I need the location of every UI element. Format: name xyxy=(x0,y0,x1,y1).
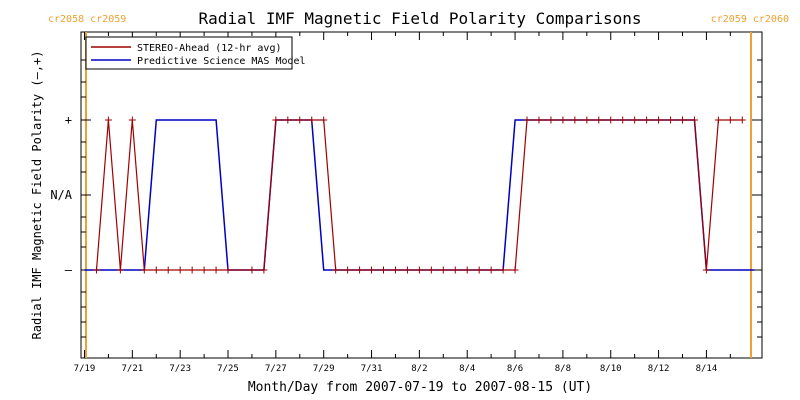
stereo-point xyxy=(571,116,579,124)
stereo-point xyxy=(463,266,471,274)
stereo-point xyxy=(320,116,328,124)
stereo-point xyxy=(380,266,387,274)
stereo-point xyxy=(427,266,435,274)
y-tick-label: – xyxy=(65,263,73,277)
stereo-point xyxy=(104,116,112,124)
x-tick-label: 8/2 xyxy=(411,364,427,374)
y-tick-label: N/A xyxy=(50,188,72,202)
stereo-point xyxy=(140,266,148,274)
x-tick-label: 8/6 xyxy=(507,364,523,374)
stereo-point xyxy=(523,116,531,124)
stereo-point xyxy=(643,116,651,124)
carrington-label-right: cr2059 cr2060 xyxy=(711,14,789,25)
stereo-point xyxy=(679,116,686,124)
stereo-point xyxy=(547,116,555,124)
y-axis-ticks: – N/A + xyxy=(50,59,762,338)
x-axis-ticks: 7/19 7/21 7/23 7/25 7/27 7/29 7/31 8/2 8/4 8/6 8/8… xyxy=(74,32,731,374)
x-tick-label: 8/12 xyxy=(648,364,670,374)
stereo-point xyxy=(475,266,483,274)
stereo-point xyxy=(607,116,615,124)
stereo-point xyxy=(296,116,304,124)
stereo-point xyxy=(667,116,675,124)
stereo-point xyxy=(403,266,411,274)
stereo-point xyxy=(368,266,376,274)
stereo-point xyxy=(511,266,519,274)
legend-label-stereo: STEREO-Ahead (12-hr avg) xyxy=(137,43,282,54)
stereo-point xyxy=(272,116,280,124)
stereo-point xyxy=(714,116,722,124)
x-tick-label: 7/23 xyxy=(169,364,191,374)
x-tick-label: 8/14 xyxy=(696,364,718,374)
y-tick-label: + xyxy=(65,113,72,127)
stereo-point xyxy=(631,116,639,124)
x-tick-label: 8/8 xyxy=(555,364,571,374)
stereo-point xyxy=(128,116,136,124)
x-tick-label: 7/31 xyxy=(361,364,383,374)
y-axis-label: Radial IMF Magnetic Field Polarity (–,+) xyxy=(30,51,44,340)
stereo-point xyxy=(690,116,698,124)
x-tick-label: 7/19 xyxy=(74,364,96,374)
x-tick-label: 7/27 xyxy=(265,364,287,374)
stereo-point xyxy=(487,266,495,274)
stereo-point xyxy=(248,266,256,274)
stereo-point xyxy=(332,266,340,274)
carrington-label-left: cr2058 cr2059 xyxy=(48,14,126,25)
stereo-point xyxy=(176,266,184,274)
stereo-point xyxy=(655,116,663,124)
stereo-point xyxy=(535,116,543,124)
x-axis-label: Month/Day from 2007-07-19 to 2007-08-15 … xyxy=(248,380,592,395)
stereo-point xyxy=(284,116,292,124)
stereo-point xyxy=(439,266,447,274)
stereo-point xyxy=(391,266,399,274)
stereo-point xyxy=(356,266,364,274)
stereo-point xyxy=(308,116,316,124)
x-tick-label: 7/29 xyxy=(313,364,335,374)
legend-box xyxy=(85,36,293,70)
stereo-point xyxy=(726,116,734,124)
stereo-point xyxy=(451,266,459,274)
x-tick-label: 7/25 xyxy=(217,364,239,374)
chart-title: Radial IMF Magnetic Field Polarity Compa… xyxy=(198,9,641,28)
x-tick-label: 8/10 xyxy=(600,364,622,374)
legend: STEREO-Ahead (12-hr avg) Predictive Scie… xyxy=(85,36,306,70)
stereo-point xyxy=(92,266,100,274)
stereo-point xyxy=(116,266,124,274)
stereo-point xyxy=(188,266,196,274)
stereo-point xyxy=(702,266,710,274)
stereo-point xyxy=(200,266,208,274)
stereo-point xyxy=(212,266,220,274)
stereo-point xyxy=(415,266,423,274)
x-tick-label: 7/21 xyxy=(121,364,143,374)
stereo-series xyxy=(92,116,746,274)
stereo-point xyxy=(583,116,591,124)
stereo-point xyxy=(152,266,160,274)
stereo-point xyxy=(344,266,352,274)
legend-label-model: Predictive Science MAS Model xyxy=(137,56,306,67)
stereo-point xyxy=(619,116,627,124)
stereo-point xyxy=(260,266,268,274)
stereo-point xyxy=(559,116,567,124)
stereo-point xyxy=(738,116,746,124)
stereo-point xyxy=(595,116,603,124)
stereo-point xyxy=(499,266,507,274)
stereo-point xyxy=(224,266,232,274)
x-tick-label: 8/4 xyxy=(459,364,475,374)
stereo-point xyxy=(164,266,172,274)
